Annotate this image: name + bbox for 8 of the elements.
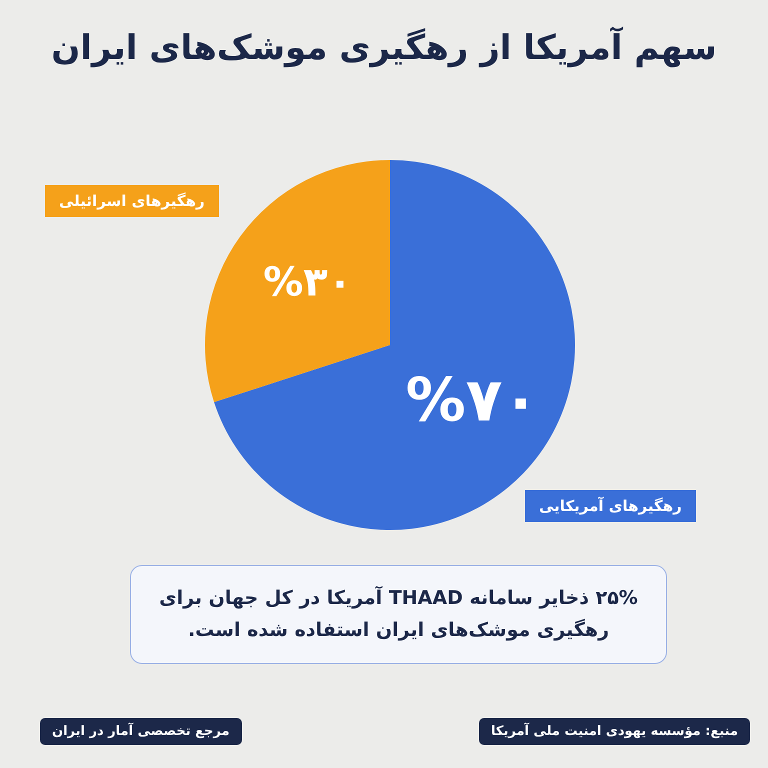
text: ۲۵% ذخایر سامانه THAAD آمریکا در کل جهان برای رهگیری موشک‌های ایران استفاده شده است. bbox=[130, 565, 667, 664]
text: منبع: مؤسسه یهودی امنیت ملی آمریکا bbox=[479, 718, 750, 745]
data-label: %۳۰ bbox=[263, 260, 352, 306]
slice-label: رهگیرهای اسرائیلی bbox=[45, 185, 219, 217]
data-label: %۷۰ bbox=[406, 365, 539, 436]
slice-label: رهگیرهای آمریکایی bbox=[525, 490, 696, 522]
chart-title: سهم آمریکا از رهگیری موشک‌های ایران bbox=[50, 28, 718, 68]
text: مرجع تخصصی آمار در ایران bbox=[40, 718, 242, 745]
